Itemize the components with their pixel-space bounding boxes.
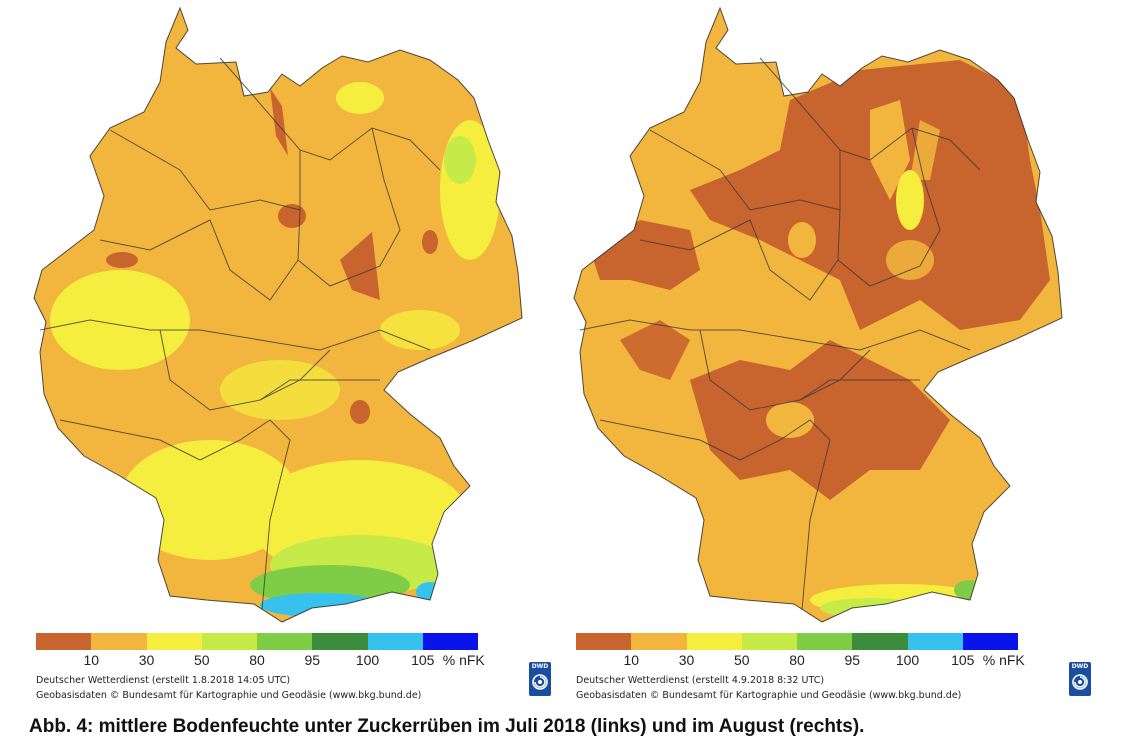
soil-moisture-map-july (33, 6, 523, 623)
legend-labels-august: 10 30 50 80 95 100 105 % nFK (576, 652, 1046, 668)
map-panel-july: 10 30 50 80 95 100 105 % nFK Deutscher Wetterdi… (0, 0, 560, 712)
legend-unit-label: % nFK (442, 652, 485, 668)
legend-swatch (312, 633, 368, 650)
legend-value-label: 105 (411, 652, 435, 668)
legend-swatch (422, 633, 478, 650)
credit-line-2: Geobasisdaten © Bundesamt für Kartograph… (576, 690, 962, 701)
legend-swatch (797, 633, 853, 650)
credit-line-1: Deutscher Wetterdienst (erstellt 4.9.201… (576, 675, 825, 686)
map-panel-august: 10 30 50 80 95 100 105 % nFK Deutscher Wetterdi… (540, 0, 1100, 712)
legend-value-label: 80 (789, 652, 805, 668)
legend-value-label: 10 (623, 652, 640, 668)
dwd-logo-text: DWD (531, 663, 549, 670)
legend-value-label: 80 (249, 652, 265, 668)
legend-value-label: 100 (895, 652, 920, 668)
dwd-logo-text: DWD (1071, 663, 1089, 670)
legend-swatch (576, 633, 632, 650)
figure-caption: Abb. 4: mittlere Bodenfeuchte unter Zuck… (29, 716, 865, 737)
dwd-logo-icon: DWD (1069, 662, 1091, 696)
legend-swatch (631, 633, 687, 650)
legend-swatch (907, 633, 963, 650)
legend-value-label: 30 (138, 652, 155, 668)
legend-unit-label: % nFK (982, 652, 1025, 668)
legend-labels-july: 10 30 50 80 95 100 105 % nFK (36, 652, 496, 668)
legend-swatch (146, 633, 202, 650)
legend-swatch (36, 633, 92, 650)
legend-swatch (741, 633, 797, 650)
legend-swatch (852, 633, 908, 650)
legend-swatch (686, 633, 742, 650)
credit-text-august: Deutscher Wetterdienst (erstellt 4.9.201… (576, 673, 961, 703)
credit-line-2: Geobasisdaten © Bundesamt für Kartograph… (36, 690, 422, 701)
soil-moisture-map-august (573, 6, 1063, 623)
legend-value-label: 30 (678, 652, 695, 668)
legend-value-label: 100 (355, 652, 380, 668)
legend-value-label: 50 (193, 652, 210, 668)
legend-bar-august (576, 633, 1018, 650)
legend-value-label: 95 (304, 652, 321, 668)
legend-value-label: 105 (951, 652, 975, 668)
legend-value-label: 95 (844, 652, 861, 668)
legend-value-label: 50 (733, 652, 750, 668)
legend-swatch (201, 633, 257, 650)
legend-bar-july (36, 633, 478, 650)
legend-swatch (367, 633, 423, 650)
legend-swatch (962, 633, 1018, 650)
legend-swatch (91, 633, 147, 650)
credit-text-july: Deutscher Wetterdienst (erstellt 1.8.201… (36, 673, 421, 703)
credit-line-1: Deutscher Wetterdienst (erstellt 1.8.201… (36, 675, 291, 686)
legend-swatch (257, 633, 313, 650)
legend-value-label: 10 (83, 652, 100, 668)
dwd-logo-icon: DWD (529, 662, 551, 696)
